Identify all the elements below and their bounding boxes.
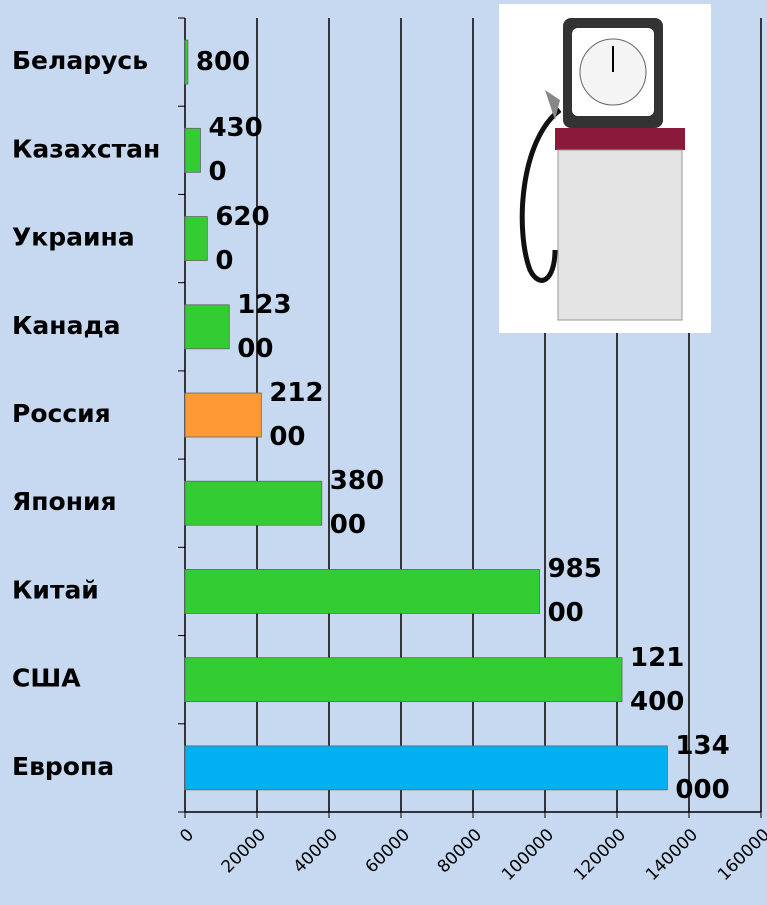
x-tick-label: 40000	[290, 825, 342, 877]
bar	[184, 569, 541, 614]
y-tick-label: Япония	[12, 487, 117, 516]
bar	[184, 127, 201, 173]
x-tick-label: 100000	[498, 825, 558, 885]
bar	[184, 304, 230, 350]
bar	[184, 392, 262, 438]
x-tick-label: 80000	[434, 825, 486, 877]
value-label: 98500	[547, 554, 602, 629]
pump-picture	[499, 4, 711, 333]
x-tick-label: 60000	[362, 825, 414, 877]
x-tick-label: 160000	[714, 825, 767, 885]
bar	[184, 745, 668, 791]
x-tick-label: 140000	[642, 825, 702, 885]
y-tick-label: Казахстан	[12, 134, 160, 163]
y-tick-label: Европа	[12, 752, 114, 781]
value-label: 4300	[208, 113, 263, 188]
value-label: 121400	[630, 642, 685, 717]
bar	[184, 216, 208, 261]
y-tick-label: Китай	[12, 575, 99, 604]
value-label: 21200	[269, 378, 324, 452]
y-tick-label: Украина	[12, 223, 135, 252]
value-label: 134000	[675, 730, 730, 805]
y-tick-label: Беларусь	[12, 46, 148, 75]
bar	[184, 657, 623, 703]
value-label: 800	[195, 47, 251, 78]
x-tick-label: 120000	[570, 825, 630, 885]
y-tick-label: Россия	[12, 399, 111, 428]
y-tick-label: США	[12, 664, 81, 693]
bar	[184, 39, 189, 85]
x-tick-label: 20000	[218, 825, 270, 877]
y-tick-label: Канада	[12, 311, 121, 340]
value-label: 12300	[237, 289, 292, 364]
x-tick-label: 0	[176, 825, 198, 847]
value-label: 38000	[329, 466, 385, 541]
bar	[184, 480, 323, 526]
value-label: 6200	[215, 201, 270, 276]
